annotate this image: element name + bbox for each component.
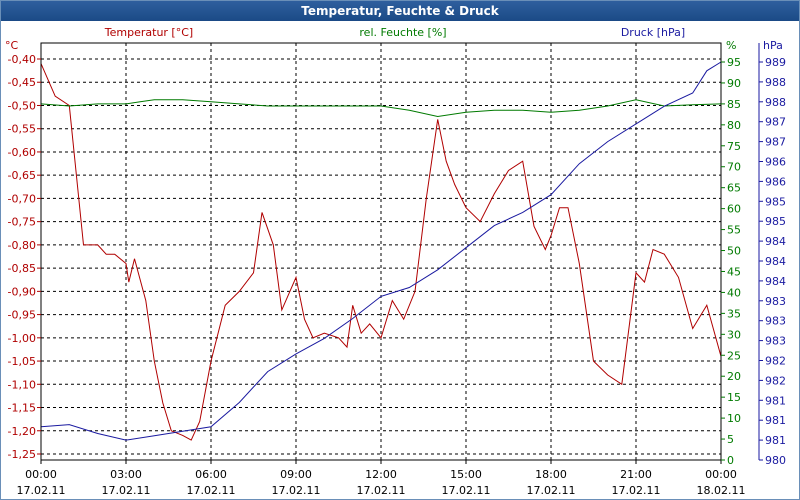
x-tick-time: 09:00 [280,468,312,481]
humidity-tick-label: 80 [727,119,741,132]
temperature-unit: °C [5,39,19,52]
temperature-tick-label: -1,15 [8,402,36,415]
pressure-unit: hPa [763,39,783,52]
humidity-tick-label: 90 [727,77,741,90]
humidity-tick-label: 25 [727,349,741,362]
pressure-tick-label: 984 [765,235,786,248]
pressure-tick-label: 984 [765,255,786,268]
humidity-tick-label: 65 [727,182,741,195]
humidity-tick-label: 45 [727,265,741,278]
pressure-tick-label: 983 [765,335,786,348]
pressure-axis-title: Druck [hPa] [621,26,685,39]
temperature-tick-label: -0,85 [8,262,36,275]
x-tick-time: 00:00 [705,468,737,481]
x-tick-time: 06:00 [195,468,227,481]
humidity-tick-label: 5 [727,433,734,446]
pressure-tick-label: 989 [765,56,786,69]
temperature-tick-label: -0,65 [8,169,36,182]
temperature-axis-title: Temperatur [°C] [104,26,193,39]
x-tick-date: 17.02.11 [272,484,321,497]
x-tick-date: 17.02.11 [527,484,576,497]
humidity-axis-title: rel. Feuchte [%] [359,26,446,39]
temperature-tick-label: -1,05 [8,355,36,368]
pressure-tick-label: 988 [765,96,786,109]
temperature-tick-label: -0,60 [8,146,36,159]
humidity-series-line [40,99,722,118]
humidity-tick-label: 10 [727,412,741,425]
pressure-tick-label: 985 [765,195,786,208]
humidity-tick-label: 0 [727,454,734,467]
humidity-unit: % [726,39,736,52]
humidity-tick-label: 70 [727,161,741,174]
humidity-tick-label: 50 [727,245,741,258]
temperature-tick-label: -1,00 [8,332,36,345]
temperature-tick-label: -0,95 [8,309,36,322]
humidity-tick-label: 75 [727,140,741,153]
pressure-tick-label: 988 [765,76,786,89]
pressure-tick-label: 980 [765,454,786,467]
temperature-tick-label: -0,40 [8,53,36,66]
x-tick-time: 00:00 [25,468,57,481]
temperature-tick-label: -1,25 [8,448,36,461]
window-title: Temperatur, Feuchte & Druck [1,1,799,21]
temperature-tick-label: -0,45 [8,76,36,89]
x-tick-date: 17.02.11 [187,484,236,497]
temperature-tick-label: -0,50 [8,99,36,112]
pressure-tick-label: 981 [765,394,786,407]
pressure-tick-label: 983 [765,315,786,328]
x-tick-date: 18.02.11 [697,484,746,497]
pressure-tick-label: 986 [765,156,786,169]
humidity-tick-label: 60 [727,203,741,216]
humidity-tick-label: 40 [727,286,741,299]
humidity-tick-label: 55 [727,224,741,237]
pressure-tick-label: 987 [765,116,786,129]
humidity-tick-label: 20 [727,370,741,383]
humidity-tick-label: 35 [727,307,741,320]
pressure-tick-label: 982 [765,355,786,368]
series-layer [40,61,722,441]
pressure-tick-label: 985 [765,215,786,228]
pressure-tick-label: 986 [765,175,786,188]
pressure-series-line [40,61,722,441]
x-tick-date: 17.02.11 [612,484,661,497]
humidity-tick-label: 95 [727,56,741,69]
pressure-tick-label: 983 [765,295,786,308]
x-tick-time: 15:00 [450,468,482,481]
temperature-tick-label: -0,90 [8,285,36,298]
pressure-tick-label: 987 [765,136,786,149]
pressure-tick-label: 984 [765,275,786,288]
humidity-tick-label: 30 [727,328,741,341]
temperature-tick-label: -0,70 [8,192,36,205]
x-tick-date: 17.02.11 [357,484,406,497]
humidity-tick-label: 85 [727,98,741,111]
x-tick-time: 18:00 [535,468,567,481]
x-tick-time: 21:00 [620,468,652,481]
x-tick-date: 17.02.11 [442,484,491,497]
pressure-tick-label: 981 [765,414,786,427]
axis-layer: 00:00 17.02.11 03:00 17.02.11 06:00 17.02.11 0… [5,26,786,497]
x-tick-date: 17.02.11 [102,484,151,497]
x-tick-time: 12:00 [365,468,397,481]
temperature-tick-label: -1,20 [8,425,36,438]
temperature-tick-label: -0,80 [8,239,36,252]
temperature-tick-label: -0,55 [8,123,36,136]
x-tick-time: 03:00 [110,468,142,481]
temperature-tick-label: -0,75 [8,216,36,229]
x-tick-date: 17.02.11 [17,484,66,497]
pressure-tick-label: 981 [765,434,786,447]
plot-area [41,43,721,460]
gridlines [41,43,721,460]
temperature-series-line [40,63,722,441]
humidity-tick-label: 15 [727,391,741,404]
temperature-tick-label: -1,10 [8,378,36,391]
pressure-tick-label: 982 [765,374,786,387]
